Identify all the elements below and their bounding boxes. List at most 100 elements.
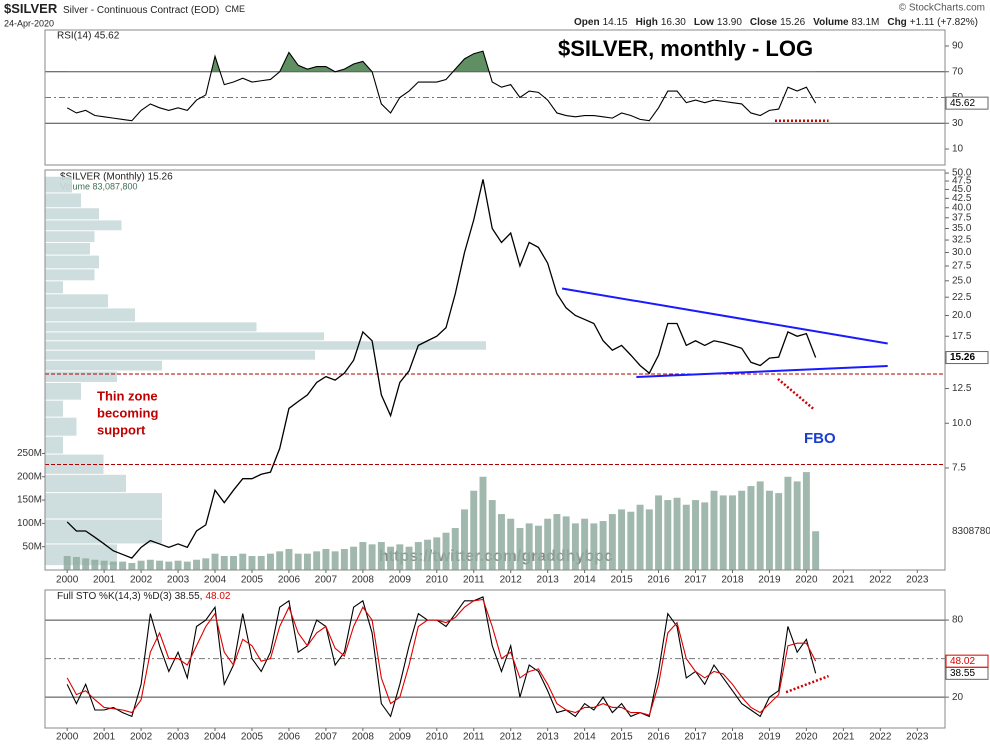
volume-bar — [756, 481, 764, 570]
price-legend: $SILVER (Monthly) 15.26 — [60, 172, 173, 183]
y-tick-label: 32.5 — [952, 235, 972, 246]
x-tick-label: 2017 — [684, 732, 707, 743]
volume-by-price-bar — [45, 294, 108, 308]
volume-bar — [738, 490, 746, 570]
x-tick-label: 2017 — [684, 575, 707, 586]
x-tick-label: 2006 — [278, 575, 301, 586]
volume-bar — [433, 537, 441, 570]
volume-by-price-bar — [45, 281, 63, 294]
volume-by-price-bar — [45, 341, 486, 350]
y-tick-label: 7.5 — [952, 463, 966, 474]
volume-bar — [645, 509, 653, 570]
panel-frame — [44, 589, 946, 729]
y-tick-label: 12.5 — [952, 383, 972, 394]
volume-bar — [479, 476, 487, 570]
volume-bar — [230, 556, 237, 570]
x-tick-label: 2009 — [389, 732, 412, 743]
volume-bar — [516, 528, 524, 570]
y-tick-label: 50.0 — [952, 168, 972, 179]
volume-by-price-bar — [45, 193, 81, 208]
volume-by-price-bar — [45, 382, 81, 400]
volume-bar — [137, 560, 145, 570]
volume-bar — [322, 549, 330, 570]
volume-by-price-bar — [45, 360, 162, 371]
volume-bar — [350, 546, 358, 570]
volume-bar — [377, 542, 385, 570]
x-tick-label: 2019 — [758, 575, 781, 586]
volume-bar — [608, 514, 616, 570]
y-tick-label: 20 — [952, 692, 964, 703]
volume-bar — [82, 558, 90, 570]
panel-frame — [44, 169, 946, 571]
x-tick-label: 2001 — [93, 732, 116, 743]
volume-legend: Volume 83,087,800 — [60, 181, 138, 191]
volume-bar — [618, 509, 626, 570]
x-tick-label: 2008 — [352, 732, 375, 743]
trend-line — [636, 365, 888, 379]
volume-by-price-bar — [45, 231, 95, 242]
volume-bar — [793, 481, 801, 570]
volume-bar — [202, 558, 210, 570]
quote-label: High — [636, 17, 658, 28]
volume-bar — [525, 523, 533, 570]
x-tick-label: 2012 — [500, 575, 523, 586]
x-tick-label: 2021 — [832, 732, 855, 743]
volume-bar — [544, 518, 552, 570]
y-tick-label: 10 — [952, 144, 964, 155]
volume-bar — [571, 523, 579, 570]
y-tick-label: 22.5 — [952, 292, 972, 303]
y-tick-label: 30 — [952, 118, 964, 129]
volume-bar — [396, 544, 404, 570]
last-value-box — [945, 654, 989, 668]
y2-tick-label: 200M — [17, 471, 42, 482]
volume-bar — [63, 556, 71, 570]
x-tick-label: 2020 — [795, 732, 818, 743]
volume-bar — [257, 556, 265, 570]
x-tick-label: 2016 — [647, 575, 670, 586]
volume-bar — [276, 551, 284, 570]
volume-bar — [174, 560, 182, 570]
volume-by-price-bar — [45, 400, 63, 417]
series-line — [66, 596, 817, 718]
volume-bar — [146, 559, 154, 570]
volume-bar — [590, 523, 598, 570]
quote: Open 14.15 High 16.30 Low 13.90 Close 15.26 Volu… — [574, 17, 978, 28]
x-tick-label: 2012 — [500, 732, 523, 743]
annotation: becoming — [97, 405, 158, 420]
volume-bar — [285, 549, 293, 570]
volume-bar — [442, 532, 450, 570]
volume-bar — [692, 500, 699, 570]
volume-by-price-bar — [45, 493, 162, 519]
x-tick-label: 2013 — [537, 575, 560, 586]
x-tick-label: 2018 — [721, 732, 744, 743]
volume-bar — [119, 561, 127, 570]
quote-value: 83.1M — [852, 17, 880, 28]
x-tick-label: 2015 — [610, 732, 633, 743]
quote-value: 14.15 — [603, 17, 628, 28]
volume-bar — [562, 516, 570, 570]
x-tick-label: 2000 — [56, 732, 79, 743]
panel-plot — [45, 596, 945, 718]
last-value-label: 38.55 — [950, 668, 975, 679]
x-tick-label: 2002 — [130, 575, 153, 586]
quote-label: Open — [574, 17, 600, 28]
sto-label-d: 48.02 — [205, 591, 230, 602]
volume-bar — [729, 495, 736, 570]
volume-by-price-bar — [45, 308, 135, 322]
trend-line — [561, 287, 888, 345]
volume-bar — [701, 502, 709, 570]
x-tick-label: 2014 — [574, 732, 597, 743]
symbol: $SILVER — [4, 1, 58, 16]
x-tick-label: 2023 — [906, 732, 929, 743]
x-tick-label: 2010 — [426, 732, 449, 743]
annotation: FBO — [804, 430, 836, 447]
y-tick-label: 27.5 — [952, 261, 972, 272]
x-tick-label: 2018 — [721, 575, 744, 586]
date: 24-Apr-2020 — [4, 18, 54, 28]
volume-bar — [812, 531, 820, 570]
y-tick-label: 45.0 — [952, 184, 972, 195]
panel-plot — [45, 176, 945, 570]
volume-bar — [368, 544, 376, 570]
x-tick-label: 2022 — [869, 575, 892, 586]
annotation: Thin zone — [97, 388, 158, 403]
